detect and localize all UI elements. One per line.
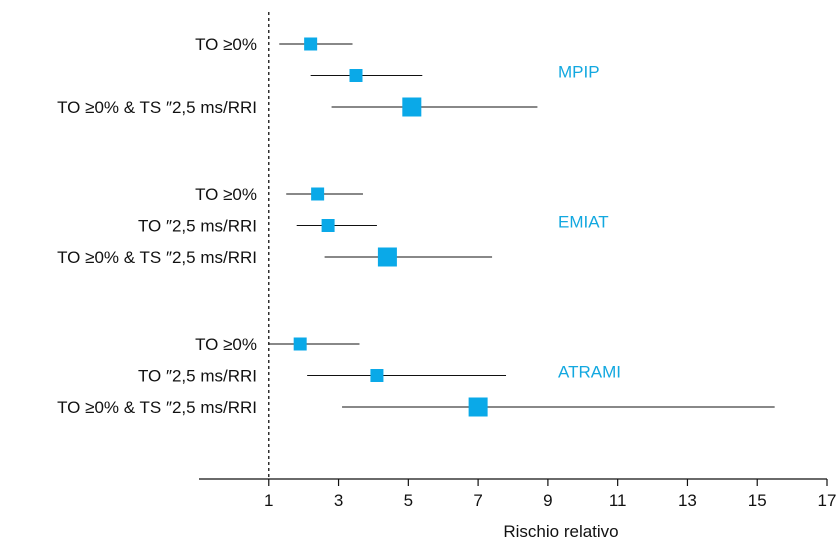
row-label: TO ≥0%	[195, 335, 257, 354]
x-tick-label: 7	[473, 491, 482, 510]
estimate-marker	[377, 247, 397, 267]
row-label: TO ≥0% & TS ″2,5 ms/RRI	[57, 398, 257, 417]
forest-row	[310, 69, 423, 82]
estimate-marker	[311, 187, 325, 201]
x-tick-label: 17	[818, 491, 837, 510]
estimate-marker	[321, 219, 335, 232]
estimate-marker	[468, 397, 488, 417]
estimate-marker	[304, 37, 318, 51]
estimate-marker	[293, 337, 307, 351]
group-label: MPIP	[558, 63, 600, 82]
row-label: TO ″2,5 ms/RRI	[138, 217, 257, 236]
row-label: TO ≥0% & TS ″2,5 ms/RRI	[57, 98, 257, 117]
x-tick-label: 11	[609, 491, 627, 510]
forest-row: TO ≥0%	[195, 185, 363, 204]
forest-row: TO ≥0% & TS ″2,5 ms/RRI	[57, 247, 493, 267]
row-label: TO ≥0%	[195, 35, 257, 54]
forest-row: TO ≥0%	[195, 335, 360, 354]
x-tick-label: 3	[334, 491, 343, 510]
group-label: EMIAT	[558, 213, 609, 232]
forest-row: TO ″2,5 ms/RRI	[138, 217, 377, 236]
rows-layer: TO ≥0% TO ≥0% & TS ″2,5 ms/RRI TO ≥0% TO ″2…	[57, 35, 775, 417]
estimate-marker	[349, 69, 363, 82]
forest-row: TO ≥0% & TS ″2,5 ms/RRI	[57, 397, 775, 417]
x-tick-label: 5	[404, 491, 413, 510]
x-axis-ticks: 1 3 5 7 9 11 13 15 17	[264, 479, 836, 510]
x-tick-label: 13	[678, 491, 697, 510]
x-tick-label: 15	[748, 491, 767, 510]
estimate-marker	[402, 97, 422, 117]
forest-row: TO ″2,5 ms/RRI	[138, 367, 507, 386]
row-label: TO ≥0% & TS ″2,5 ms/RRI	[57, 248, 257, 267]
row-label: TO ≥0%	[195, 185, 257, 204]
x-tick-label: 9	[543, 491, 552, 510]
x-axis-title: Rischio relativo	[503, 522, 618, 541]
x-tick-label: 1	[264, 491, 273, 510]
group-label: ATRAMI	[558, 363, 621, 382]
forest-row: TO ≥0%	[195, 35, 353, 54]
row-label: TO ″2,5 ms/RRI	[138, 367, 257, 386]
estimate-marker	[370, 369, 384, 382]
group-labels-layer: MPIP EMIAT ATRAMI	[558, 63, 621, 382]
forest-row: TO ≥0% & TS ″2,5 ms/RRI	[57, 97, 538, 117]
